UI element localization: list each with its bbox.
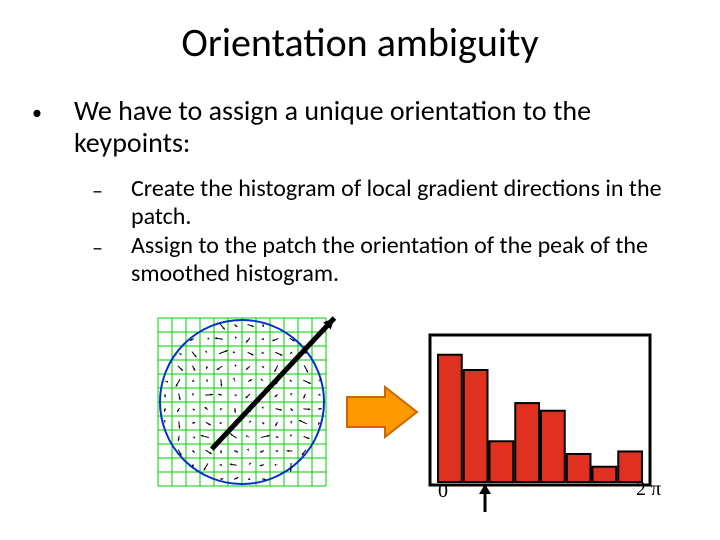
peak-indicator-arrow-icon [475, 484, 495, 514]
orientation-histogram [425, 330, 655, 490]
main-bullet-text: We have to assign a unique orientation t… [74, 95, 654, 159]
figure-area: 0 2 π [0, 300, 720, 540]
slide-title: Orientation ambiguity [0, 0, 720, 67]
dash-marker: – [92, 234, 103, 261]
gradient-patch-diagram [150, 310, 350, 510]
axis-label-two-pi: 2 π [636, 478, 661, 501]
bullet-marker: • [32, 101, 42, 125]
flow-arrow-icon [345, 385, 420, 440]
sub-bullet-list: – Create the histogram of local gradient… [92, 175, 691, 289]
sub-bullet-2-text: Assign to the patch the orientation of t… [131, 232, 691, 287]
sub-bullet-1: – Create the histogram of local gradient… [92, 175, 691, 230]
dash-marker: – [92, 177, 103, 204]
sub-bullet-2: – Assign to the patch the orientation of… [92, 232, 691, 287]
axis-label-zero: 0 [438, 480, 448, 503]
main-bullet-row: • We have to assign a unique orientation… [32, 95, 654, 159]
sub-bullet-1-text: Create the histogram of local gradient d… [131, 175, 691, 230]
